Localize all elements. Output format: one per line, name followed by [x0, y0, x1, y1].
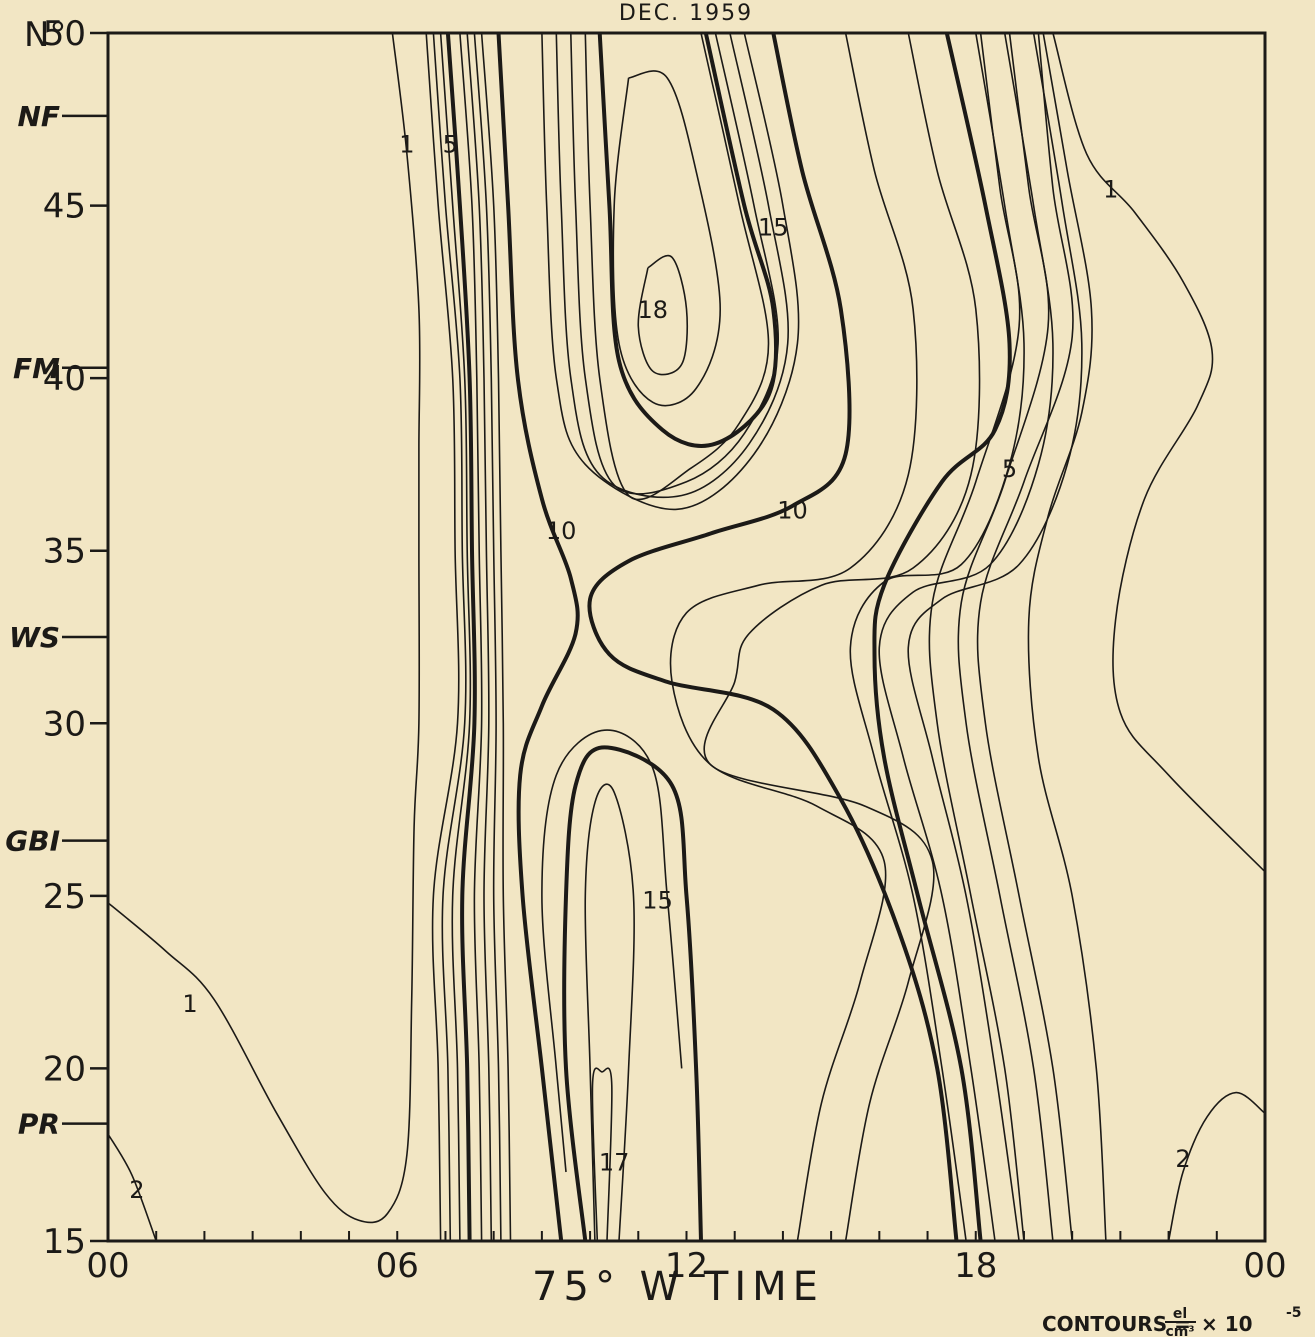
contour-label: 15 — [758, 213, 789, 241]
y-tick-label: 15 — [43, 1222, 86, 1262]
contour-line — [976, 32, 1074, 1242]
footnote-suffix: × 10 — [1201, 1312, 1253, 1336]
contour-line — [584, 783, 635, 1242]
contour-line — [872, 32, 1012, 1242]
contour-line — [480, 32, 512, 1242]
contour-line — [587, 32, 959, 1242]
contour-line — [459, 32, 483, 1242]
contour-line — [432, 32, 467, 1242]
station-label: PR — [18, 1108, 60, 1141]
contour-line — [928, 32, 1025, 1242]
chart-title: DEC. 1959 — [619, 1, 753, 26]
contour-line — [107, 1133, 157, 1242]
contour-label: 1 — [399, 130, 414, 158]
contour-line — [496, 32, 580, 1242]
y-tick-label: 25 — [43, 877, 86, 917]
y-axis-unit: N° — [24, 15, 66, 55]
contour-line — [555, 32, 789, 499]
contour-line — [541, 729, 683, 1173]
contour-line — [907, 32, 1083, 1242]
contour-line — [591, 1067, 613, 1242]
station-markers: NF FM WS GBI PR — [5, 100, 108, 1141]
contour-line — [570, 32, 779, 495]
y-tick-label: 20 — [43, 1049, 86, 1089]
contour-label: 2 — [1175, 1145, 1190, 1173]
contour-line — [584, 32, 770, 501]
station-label: FM — [13, 352, 60, 385]
contour-label: 10 — [777, 496, 808, 524]
contour-line — [1052, 32, 1266, 873]
contour-line — [562, 745, 703, 1242]
contour-label: 5 — [1002, 455, 1017, 483]
contour-line — [445, 32, 477, 1242]
contour-line — [597, 32, 779, 448]
contour-line — [669, 32, 918, 1242]
y-tick-label: 30 — [43, 704, 86, 744]
contour-line — [612, 70, 722, 407]
contour-label: 17 — [599, 1149, 630, 1177]
contour-line — [1167, 1091, 1266, 1242]
contour-label: 15 — [642, 886, 673, 914]
contour-line — [466, 32, 493, 1242]
x-tick-label: 00 — [1243, 1246, 1286, 1286]
footnote-prefix: CONTOURS = — [1042, 1312, 1191, 1336]
station-label: GBI — [5, 825, 60, 858]
contour-line — [878, 32, 1054, 1242]
footnote-denominator: cm³ — [1165, 1324, 1194, 1337]
x-axis: 00 06 12 18 00 — [86, 1231, 1287, 1286]
contour-line — [703, 32, 981, 1242]
y-tick-label: 50 — [43, 14, 86, 54]
contour-line — [439, 32, 472, 1242]
contour-label: 1 — [1103, 175, 1118, 203]
contour-line — [425, 32, 460, 1242]
contour-line — [637, 254, 689, 376]
y-tick-label: 45 — [43, 187, 86, 227]
contour-label: 18 — [637, 296, 668, 324]
contour-label: 10 — [546, 517, 577, 545]
footnote-numerator: el — [1173, 1306, 1187, 1322]
contour-line — [957, 32, 1054, 1242]
y-tick-label: 40 — [43, 359, 86, 399]
contour-label: 5 — [443, 130, 458, 158]
contour-label: 2 — [129, 1176, 144, 1204]
y-tick-label: 35 — [43, 532, 86, 572]
footnote-exponent: -5 — [1286, 1305, 1302, 1321]
contours-footnote: CONTOURS = el cm³ × 10 -5 — [1042, 1305, 1302, 1337]
x-tick-label: 12 — [665, 1246, 708, 1286]
plot-frame — [106, 31, 1267, 1243]
y-axis: 15 20 25 30 35 40 45 50 — [43, 14, 108, 1262]
contour-line — [541, 32, 800, 511]
contour-lines — [107, 32, 1266, 1242]
contour-line — [107, 32, 421, 1224]
x-tick-label: 00 — [86, 1246, 129, 1286]
station-label: WS — [9, 621, 60, 654]
x-axis-label: 75° W TIME — [532, 1264, 824, 1310]
contour-line — [1027, 32, 1107, 1242]
contour-label: 1 — [182, 990, 197, 1018]
x-tick-label: 18 — [954, 1246, 997, 1286]
station-label: NF — [17, 100, 60, 133]
x-tick-label: 06 — [376, 1246, 419, 1286]
contour-line — [473, 32, 502, 1242]
